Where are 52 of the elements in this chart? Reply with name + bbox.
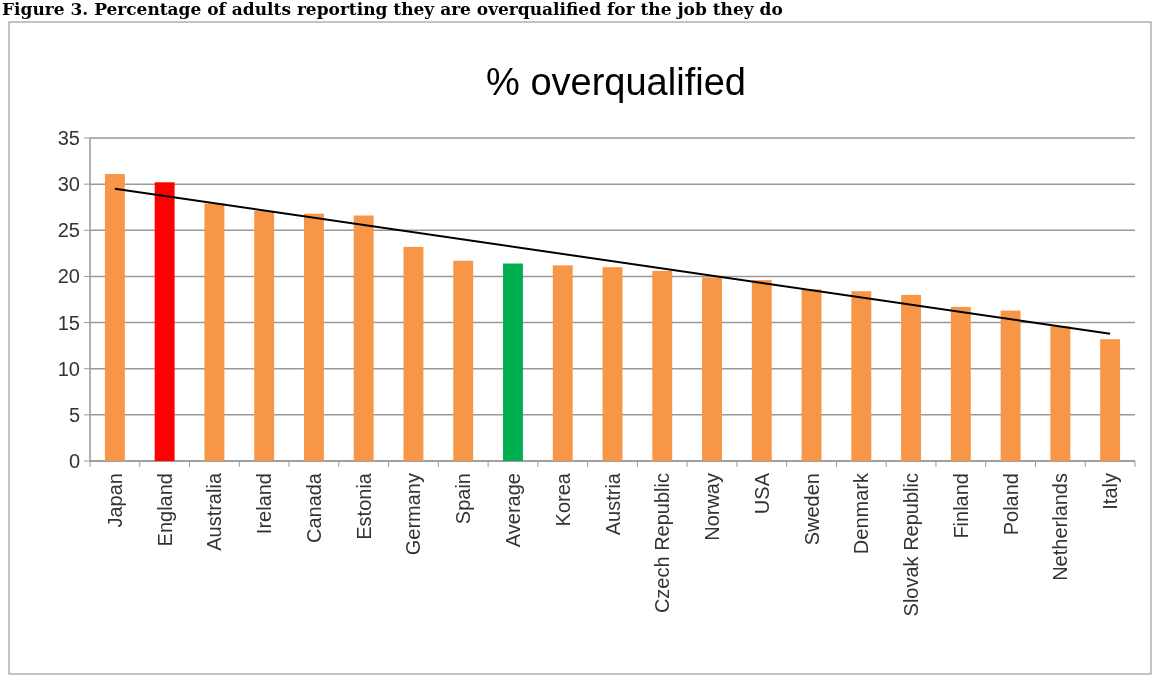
bar [702,277,722,461]
x-tick-label: Australia [203,472,226,551]
bar [751,280,772,461]
x-tick-label: Ireland [253,473,276,535]
bar [503,263,523,461]
x-tick-label: Italy [1099,473,1122,510]
bar [453,260,474,461]
x-tick-label: Poland [999,473,1022,536]
bar [602,267,623,461]
x-tick-label: USA [750,472,773,515]
y-tick-label: 25 [57,219,80,242]
bar [851,291,872,461]
x-tick-label: Germany [402,473,425,556]
bar [1000,310,1021,461]
bar [801,289,822,461]
y-tick-label: 35 [57,127,80,149]
x-tick-label: Sweden [800,473,823,546]
x-tick-label: Czech Republic [651,473,674,614]
y-tick-label: 20 [57,265,80,288]
caption: Figure 3. Percentage of adults reporting they are overqualified for the job they do [2,0,783,19]
bar [652,270,673,461]
bar [1050,326,1071,461]
x-tick-label: Netherlands [1049,473,1072,581]
bar [303,213,324,461]
bar [1100,339,1121,461]
x-tick-label: Korea [551,472,574,527]
bar [552,265,573,461]
y-tick-label: 5 [68,403,80,426]
x-tick-label: England [153,473,176,547]
x-tick-label: Average [501,473,524,548]
chart-title: % overqualified [486,61,746,103]
y-tick-label: 0 [68,450,80,472]
x-tick-label: Finland [949,473,972,539]
x-tick-label: Austria [601,472,624,536]
x-tick-label: Estonia [352,472,375,540]
bar [403,246,424,461]
x-tick-label: Denmark [850,472,873,555]
y-tick-label: 30 [57,173,80,196]
bar [204,203,225,461]
bar [104,173,125,461]
x-tick-label: Spain [452,473,475,525]
x-tick-label: Norway [701,473,724,541]
bar [353,215,374,461]
bar [950,306,971,461]
y-tick-label: 10 [57,357,80,380]
x-tick-label: Slovak Republic [900,473,923,617]
x-tick-label: Canada [302,472,325,544]
x-tick-label: Japan [103,473,126,528]
y-tick-label: 15 [57,311,80,334]
bar [154,182,175,461]
bar [254,210,275,461]
bar [901,294,922,461]
